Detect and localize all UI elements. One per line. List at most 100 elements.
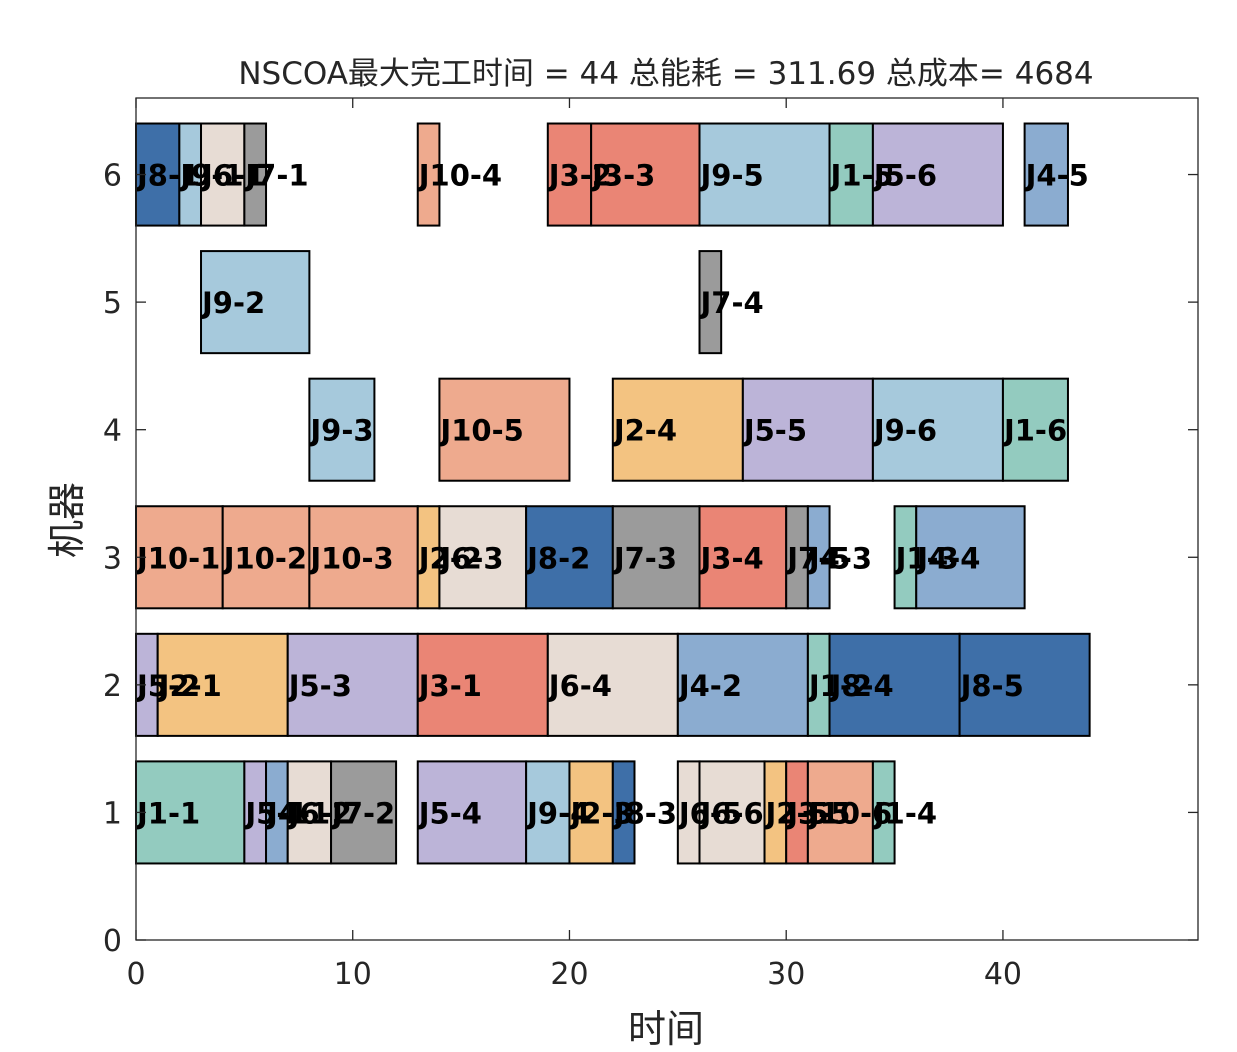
task-label: J4-1	[265, 796, 330, 830]
task-bar	[438, 505, 528, 610]
task-label: J4-2	[677, 669, 742, 703]
task-label: J7-1	[243, 159, 308, 193]
task-bar	[676, 632, 809, 737]
task-bar	[416, 632, 549, 737]
task-label: J1-6	[1002, 414, 1067, 448]
task-bar	[741, 377, 874, 482]
task-label: J1-5	[829, 159, 894, 193]
task-label: J3-4	[699, 541, 764, 575]
y-tick-label: 0	[103, 924, 122, 959]
task-bar	[243, 122, 268, 227]
task-label: J8-3	[612, 796, 677, 830]
task-label: J7-4	[699, 286, 764, 320]
task-bar	[958, 632, 1091, 737]
task-bar	[871, 377, 1004, 482]
task-label: J7-2	[330, 796, 395, 830]
task-label: J7-5	[785, 541, 850, 575]
task-bar	[698, 505, 788, 610]
x-tick-label: 0	[126, 957, 145, 992]
task-bar	[286, 632, 419, 737]
task-bar	[200, 250, 311, 355]
task-label: J10-4	[417, 159, 502, 193]
task-label: J2-4	[612, 414, 677, 448]
task-label: J6-1	[200, 159, 265, 193]
task-label: J3-1	[417, 669, 482, 703]
bar-labels-layer: J8-1J9-1J6-1J7-1 J10-4 J3-2J3-3 J9-5 J1-5J5-…	[135, 159, 1089, 831]
task-label: J1-3	[894, 541, 959, 575]
task-label: J9-2	[200, 286, 265, 320]
task-label: J9-3	[308, 414, 373, 448]
task-label: J7-3	[612, 541, 677, 575]
chart-title: NSCOA最大完工时间 = 44 总能耗 = 311.69 总成本= 4684	[238, 56, 1093, 92]
task-label: J8-2	[525, 541, 590, 575]
task-bar	[698, 250, 723, 355]
task-label: J10-1	[135, 541, 220, 575]
task-label: J1-4	[872, 796, 937, 830]
task-bar	[568, 760, 614, 865]
task-label: J5-4	[417, 796, 482, 830]
task-label: J1-1	[135, 796, 200, 830]
y-tick-label: 5	[103, 286, 122, 321]
task-bar	[546, 122, 593, 227]
task-label: J8-5	[959, 669, 1024, 703]
task-label: J2-1	[157, 669, 222, 703]
task-label: J5-3	[287, 669, 352, 703]
task-label: J6-4	[547, 669, 612, 703]
plot-frame	[135, 97, 1199, 941]
task-label: J5-2	[135, 669, 200, 703]
task-bar	[828, 122, 874, 227]
task-label: J6-5	[677, 796, 742, 830]
task-label: J3-2	[547, 159, 612, 193]
task-label: J5-5	[742, 414, 807, 448]
task-label: J4-5	[1024, 159, 1089, 193]
task-bar	[698, 122, 831, 227]
task-label: J10-2	[222, 541, 307, 575]
task-bar	[330, 760, 398, 865]
task-label: J5-6	[872, 159, 937, 193]
task-label: J3-5	[785, 796, 850, 830]
task-bar	[611, 760, 636, 865]
task-label: J4-3	[807, 541, 872, 575]
task-bar	[611, 505, 701, 610]
task-label: J10-3	[308, 541, 393, 575]
task-bar	[525, 505, 614, 610]
task-label: J6-6	[699, 796, 764, 830]
y-tick-label: 2	[103, 669, 122, 704]
task-bar	[416, 122, 441, 227]
task-bar	[156, 632, 289, 737]
task-bar	[915, 505, 1026, 610]
x-tick-label: 30	[767, 957, 805, 992]
x-tick-label: 10	[334, 957, 372, 992]
task-bar	[135, 760, 246, 865]
task-label: J5-1	[243, 796, 308, 830]
task-bar	[286, 760, 333, 865]
y-axis-ticks: 0 1 2 3 4 5 6	[103, 159, 1198, 959]
task-bar	[590, 122, 701, 227]
task-bar	[611, 377, 744, 482]
task-label: J9-6	[872, 414, 937, 448]
task-label: J2-2	[417, 541, 482, 575]
task-label: J9-1	[178, 159, 243, 193]
task-bar	[1001, 377, 1069, 482]
task-label: J10-5	[438, 414, 523, 448]
task-bar	[871, 122, 1004, 227]
task-bar	[221, 505, 311, 610]
task-bar	[416, 760, 528, 865]
task-bar	[871, 760, 896, 865]
task-label: J6-3	[438, 541, 503, 575]
y-tick-label: 3	[103, 541, 122, 576]
bars-layer	[135, 122, 1091, 865]
task-label: J2-3	[568, 796, 633, 830]
task-bar	[828, 632, 961, 737]
y-tick-label: 1	[103, 796, 122, 831]
task-label: J6-2	[287, 796, 352, 830]
x-axis-ticks: 0 10 20 30 40	[126, 98, 1022, 992]
y-tick-label: 4	[103, 414, 122, 449]
task-label: J2-5	[764, 796, 829, 830]
task-bar	[1023, 122, 1069, 227]
task-label: J4-4	[915, 541, 980, 575]
task-label: J10-6	[807, 796, 892, 830]
task-label: J9-4	[525, 796, 590, 830]
task-label: J3-3	[590, 159, 655, 193]
